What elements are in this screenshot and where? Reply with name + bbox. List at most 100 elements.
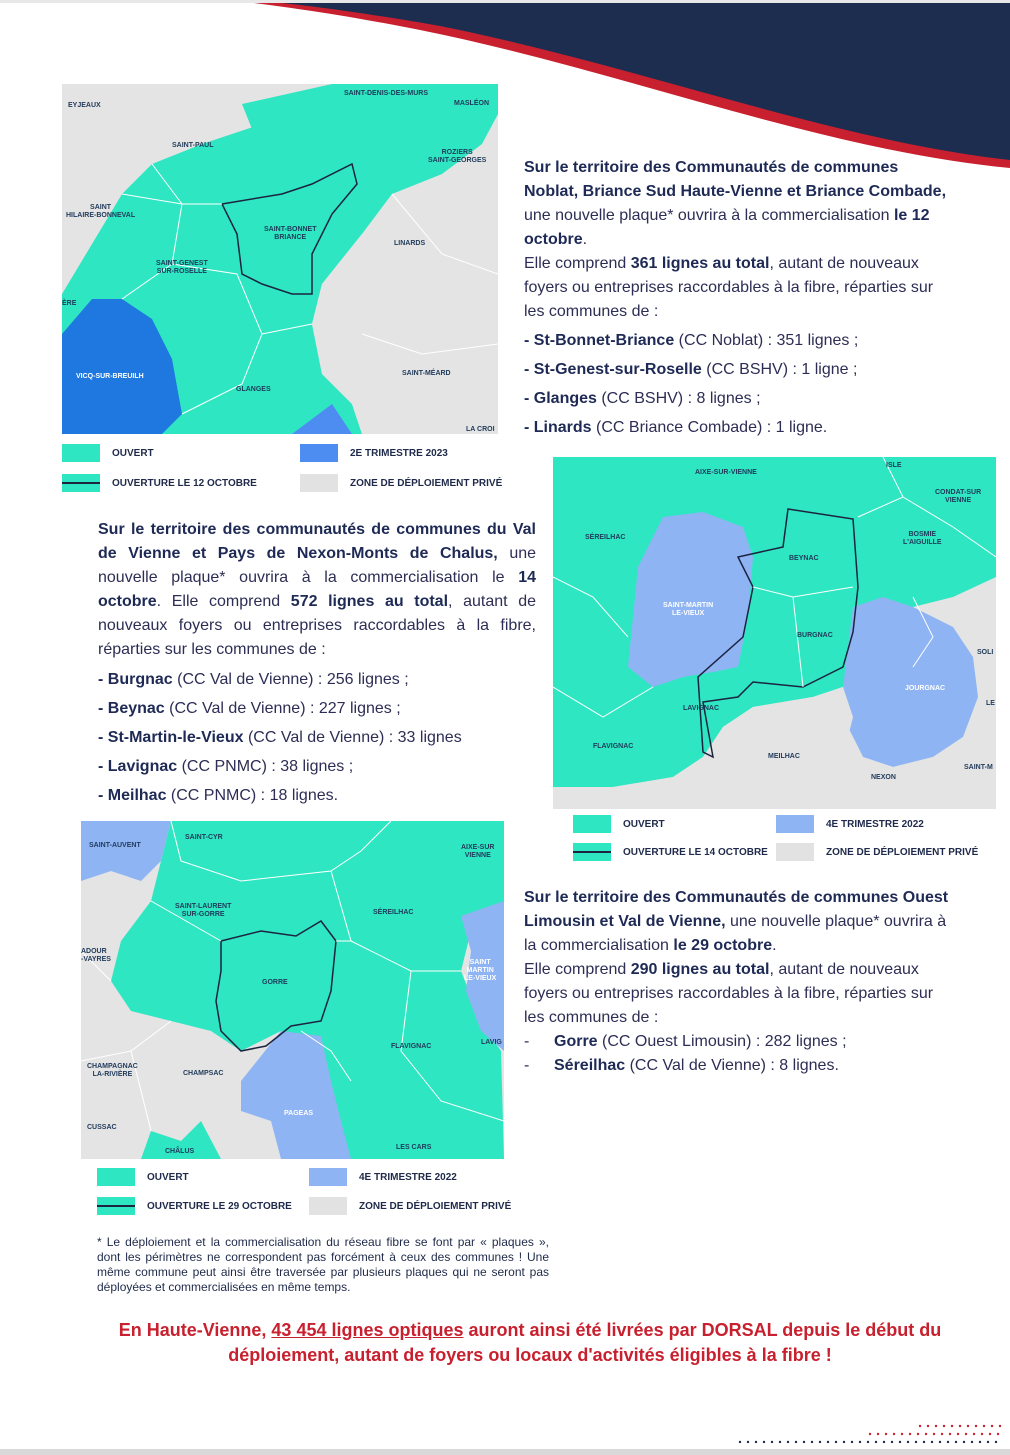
map2-legend-opening: OUVERTURE LE 14 OCTOBRE — [573, 843, 768, 861]
place-aixe: AIXE-SUR VIENNE — [461, 844, 494, 860]
place-st-genest-line2: SUR-ROSELLE — [156, 268, 207, 275]
map1-legend-quarter: 2E TRIMESTRE 2023 — [300, 444, 448, 462]
place-aixe: AIXE-SUR-VIENNE — [695, 469, 757, 476]
closing-highlight: 43 454 lignes optiques — [271, 1320, 464, 1340]
block2-intro-bold: Sur le territoire des communautés de com… — [98, 521, 536, 562]
legend-swatch-quarter — [776, 815, 814, 833]
block1-intro-bold: Sur le territoire des Communautés de com… — [524, 159, 947, 200]
list-item: - Burgnac (CC Val de Vienne) : 256 ligne… — [98, 665, 528, 694]
place-roziers-line1: ROZIERS — [441, 149, 473, 156]
place-masleon: MASLÉON — [454, 100, 489, 107]
place-st-bonnet: SAINT-BONNET BRIANCE — [264, 226, 317, 242]
place-adour-line2: -VAYRES — [81, 956, 111, 963]
place-st-martin-line1: SAINT-MARTIN — [663, 602, 714, 609]
list-item-name: - St-Genest-sur-Roselle — [524, 361, 702, 378]
block3-intro-rest: une nouvelle plaque* ouvrira à la commer… — [524, 913, 947, 954]
place-sereilhac: SÉREILHAC — [585, 534, 626, 541]
place-gorre: GORRE — [262, 979, 288, 986]
legend-label-opening: OUVERTURE LE 29 OCTOBRE — [147, 1200, 292, 1212]
place-ere: ÈRE — [62, 300, 77, 307]
place-vicq: VICQ-SUR-BREUILH — [76, 373, 144, 380]
list-item-name: - St-Martin-le-Vieux — [98, 729, 244, 746]
list-item-detail: (CC Val de Vienne) : 256 lignes ; — [172, 671, 409, 688]
place-flavignac: FLAVIGNAC — [593, 743, 634, 750]
list-item-name: - Meilhac — [98, 787, 167, 804]
block3-date: le 29 octobre — [673, 937, 773, 954]
place-st-hilaire: SAINT HILAIRE-BONNEVAL — [66, 204, 135, 220]
place-st-meard: SAINT-MÉARD — [402, 370, 451, 377]
block1-total: 361 lignes au total — [630, 255, 770, 272]
place-soli: SOLI — [977, 649, 994, 656]
place-adour: ADOUR -VAYRES — [81, 948, 111, 964]
legend-swatch-private — [776, 843, 814, 861]
block2-intro: Sur le territoire des communautés de com… — [98, 518, 536, 662]
header-banner — [0, 0, 1010, 168]
footnote: * Le déploiement et la commercialisation… — [97, 1235, 549, 1294]
place-burgnac: BURGNAC — [797, 632, 833, 639]
list-item-name: Gorre — [554, 1033, 598, 1050]
place-beynac: BEYNAC — [789, 555, 819, 562]
place-glanges: GLANGES — [236, 386, 271, 393]
place-st-martin: SAINT MARTIN LE-VIEUX — [464, 959, 496, 983]
list-item-detail: (CC BSHV) : 1 ligne ; — [701, 361, 858, 378]
block3-intro-bold: Sur le territoire des Communautés de com… — [524, 889, 949, 930]
list-item: - Meilhac (CC PNMC) : 18 lignes. — [98, 781, 528, 810]
block1-intro-rest: une nouvelle plaque* ouvrira à la commer… — [524, 207, 894, 224]
place-nexon: NEXON — [871, 774, 896, 781]
closing-statement: En Haute-Vienne, 43 454 lignes optiques … — [80, 1318, 980, 1368]
legend-swatch-open — [573, 815, 611, 833]
place-st-martin-line2: MARTIN — [466, 967, 494, 974]
list-item: - Glanges (CC BSHV) : 8 lignes ; — [524, 384, 964, 413]
closing-part1: En Haute-Vienne, — [118, 1320, 272, 1340]
place-bosmie-line2: L'AIGUILLE — [903, 539, 942, 546]
place-eyjeaux: EYJEAUX — [68, 102, 101, 109]
list-item-detail: (CC PNMC) : 38 lignes ; — [177, 758, 354, 775]
list-item: - Séreilhac (CC Val de Vienne) : 8 lignes… — [524, 1054, 964, 1078]
block1-intro: Sur le territoire des Communautés de com… — [524, 159, 947, 320]
place-champagnac-line1: CHAMPAGNAC — [87, 1063, 138, 1070]
place-flavignac: FLAVIGNAC — [391, 1043, 432, 1050]
place-condat-line1: CONDAT-SUR — [935, 489, 982, 496]
legend-swatch-open — [62, 444, 100, 462]
place-saint-cyr: SAINT-CYR — [185, 834, 223, 841]
banner-navy-swoosh — [250, 0, 1010, 160]
legend-swatch-private — [309, 1197, 347, 1215]
list-item-dash: - — [524, 1033, 530, 1050]
list-item-name: - Lavignac — [98, 758, 178, 775]
place-st-hilaire-line1: SAINT — [90, 204, 112, 211]
place-adour-line1: ADOUR — [81, 948, 107, 955]
map3-legend-private: ZONE DE DÉPLOIEMENT PRIVÉ — [309, 1197, 511, 1215]
list-item-name: - Linards — [524, 419, 592, 436]
place-champagnac-line2: LA-RIVIÈRE — [92, 1071, 133, 1078]
block2-list: - Burgnac (CC Val de Vienne) : 256 ligne… — [98, 665, 528, 810]
map2-legend-open: OUVERT — [573, 815, 665, 833]
map-val-de-vienne-nexon: AIXE-SUR-VIENNE ISLE CONDAT-SUR VIENNE S… — [553, 457, 996, 809]
legend-swatch-opening — [573, 843, 611, 861]
list-item: - Gorre (CC Ouest Limousin) : 282 lignes … — [524, 1030, 964, 1054]
place-jourgnac: JOURGNAC — [905, 685, 946, 692]
block2-sentence2-a: . Elle comprend — [156, 593, 291, 610]
list-item-detail: (CC Noblat) : 351 lignes ; — [674, 332, 859, 349]
list-item-name: Séreilhac — [554, 1057, 626, 1074]
map-ouest-limousin: SAINT-AUVENT SAINT-CYR AIXE-SUR VIENNE S… — [81, 821, 504, 1159]
map3-legend-open: OUVERT — [97, 1168, 189, 1186]
place-saint-auvent: SAINT-AUVENT — [89, 842, 141, 849]
list-item-name: - Beynac — [98, 700, 165, 717]
map1-legend-open: OUVERT — [62, 444, 154, 462]
list-item-name: - St-Bonnet-Briance — [524, 332, 675, 349]
place-cussac: CUSSAC — [87, 1124, 117, 1131]
list-item-detail: (CC Ouest Limousin) : 282 lignes ; — [597, 1033, 847, 1050]
place-bosmie: BOSMIE L'AIGUILLE — [903, 531, 942, 547]
place-sereilhac: SÉREILHAC — [373, 909, 414, 916]
place-lavig: LAVIG — [481, 1039, 502, 1046]
block3-sentence2-b: , autant de nouveaux foyers ou entrepris… — [524, 961, 934, 1026]
place-saint-paul: SAINT-PAUL — [172, 142, 214, 149]
block1-date: le 12 octobre — [524, 207, 930, 248]
legend-label-opening: OUVERTURE LE 14 OCTOBRE — [623, 846, 768, 858]
list-item-dash: - — [524, 1057, 530, 1074]
block2-sentence2-b: , autant de nouveaux foyers ou entrepris… — [98, 593, 536, 658]
block1-sentence2-a: Elle comprend — [524, 255, 631, 272]
list-item-detail: (CC PNMC) : 18 lignes. — [166, 787, 339, 804]
place-chalus: CHÂLUS — [165, 1148, 195, 1155]
legend-label-quarter: 2E TRIMESTRE 2023 — [350, 447, 448, 459]
